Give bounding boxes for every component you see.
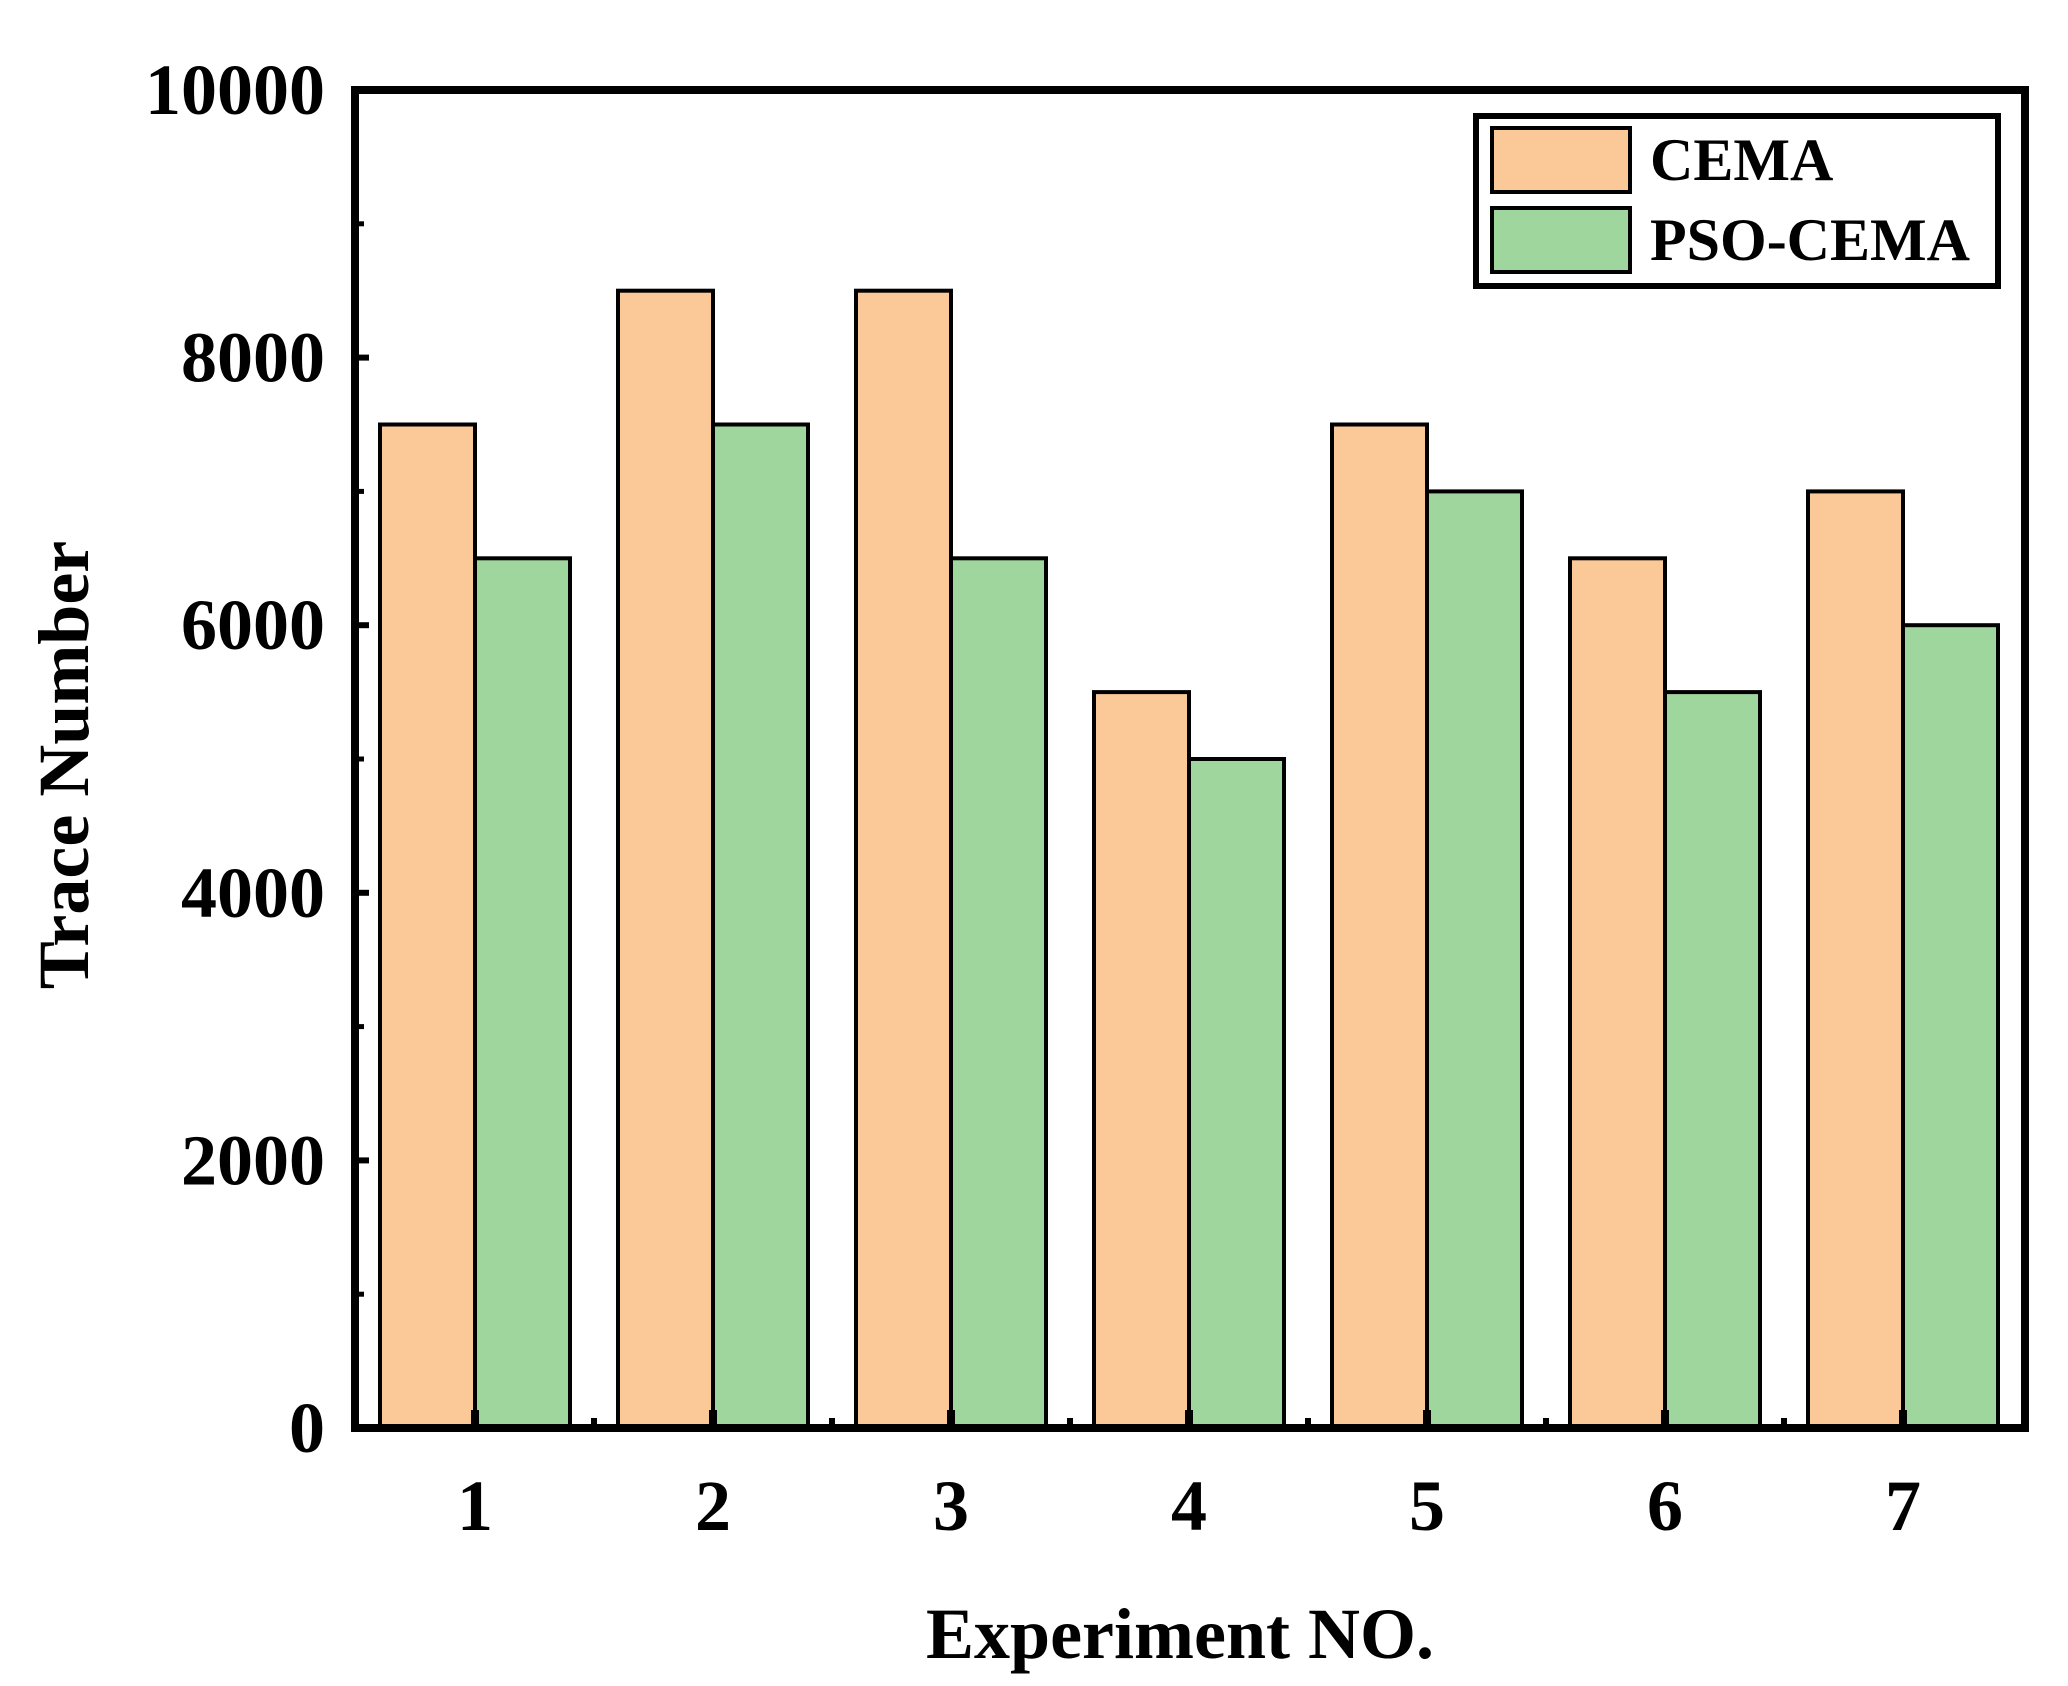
bar-pso-cema-7 [1901,623,2000,1430]
bar-pso-cema-4 [1187,757,1286,1430]
plot-frame [351,86,2029,1432]
y-tick-label-6000: 6000 [181,585,325,665]
bar-pso-cema-6 [1663,690,1762,1430]
x-tick-label-5: 5 [1409,1466,1445,1546]
y-tick-label-8000: 8000 [181,318,325,398]
bar-cema-1 [378,422,477,1430]
x-axis-title: Experiment NO. [926,1594,1434,1674]
y-tick-labels-group: 0 2000 4000 6000 8000 10000 [145,50,325,1468]
x-tick-label-2: 2 [695,1466,731,1546]
bar-pso-cema-5 [1425,489,1524,1430]
y-axis-title: Trace Number [24,541,104,990]
legend-label-cema: CEMA [1650,127,1833,193]
y-tick-label-10000: 10000 [145,50,325,130]
legend-swatch-pso-cema [1490,206,1632,274]
y-tick-label-2000: 2000 [181,1120,325,1200]
x-tick-labels-group: 1 2 3 4 5 6 7 [457,1466,1921,1546]
y-tick-label-4000: 4000 [181,853,325,933]
y-tick-label-0: 0 [289,1388,325,1468]
bar-pso-cema-2 [711,422,810,1430]
bar-cema-2 [616,288,715,1431]
bar-cema-6 [1568,556,1667,1430]
x-tick-label-3: 3 [933,1466,969,1546]
bar-cema-5 [1330,422,1429,1430]
legend-label-pso-cema: PSO-CEMA [1650,207,1970,273]
bar-pso-cema-1 [473,556,572,1430]
legend: CEMA PSO-CEMA [1473,113,2001,289]
bar-cema-3 [854,288,953,1431]
x-tick-label-1: 1 [457,1466,493,1546]
x-tick-label-4: 4 [1171,1466,1207,1546]
bar-cema-4 [1092,690,1191,1430]
x-tick-label-7: 7 [1885,1466,1921,1546]
bar-pso-cema-3 [949,556,1048,1430]
legend-swatch-cema [1490,126,1632,194]
x-tick-label-6: 6 [1647,1466,1683,1546]
bar-cema-7 [1806,489,1905,1430]
bars-group [378,288,2000,1431]
